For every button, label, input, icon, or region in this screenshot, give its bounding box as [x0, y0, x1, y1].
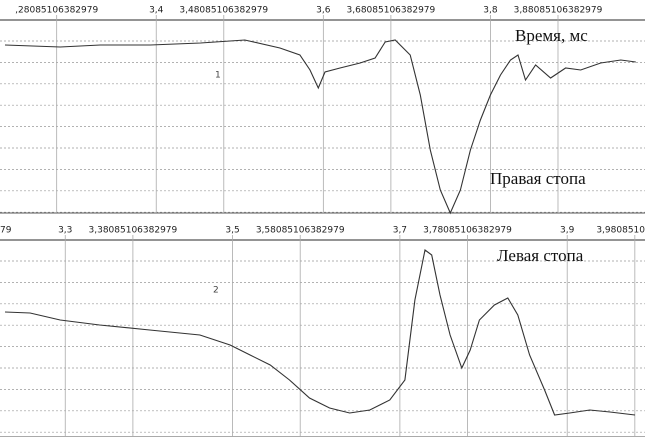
x-tick-label: 3,6 [316, 6, 331, 16]
annotation: Правая стопа [490, 169, 586, 188]
x-tick-label: 3,4 [149, 6, 164, 16]
channel-label: 1 [215, 71, 221, 81]
signal-trace [4, 249, 636, 416]
x-tick-label: ,28085106382979 [15, 6, 98, 16]
x-tick-label: 3,7 [393, 226, 407, 236]
signal-trace [4, 39, 636, 215]
annotation: Левая стопа [497, 246, 584, 265]
x-tick-label: 3,48085106382979 [179, 6, 268, 16]
x-tick-label: 79 [0, 226, 12, 236]
x-tick-label: 3,9 [560, 226, 575, 236]
x-tick-label: 3,3 [58, 226, 72, 236]
x-tick-label: 3,78085106382979 [423, 226, 512, 236]
x-tick-label: 3,8 [483, 6, 498, 16]
x-tick-label: 3,88085106382979 [514, 6, 603, 16]
annotation: Время, мс [515, 26, 588, 45]
x-tick-label: 3,38085106382979 [89, 226, 178, 236]
x-tick-label: 3,9808510 [596, 226, 645, 236]
x-tick-label: 3,5 [225, 226, 239, 236]
channel-label: 2 [213, 286, 219, 296]
x-tick-label: 3,58085106382979 [256, 226, 345, 236]
x-tick-label: 3,68085106382979 [347, 6, 436, 16]
